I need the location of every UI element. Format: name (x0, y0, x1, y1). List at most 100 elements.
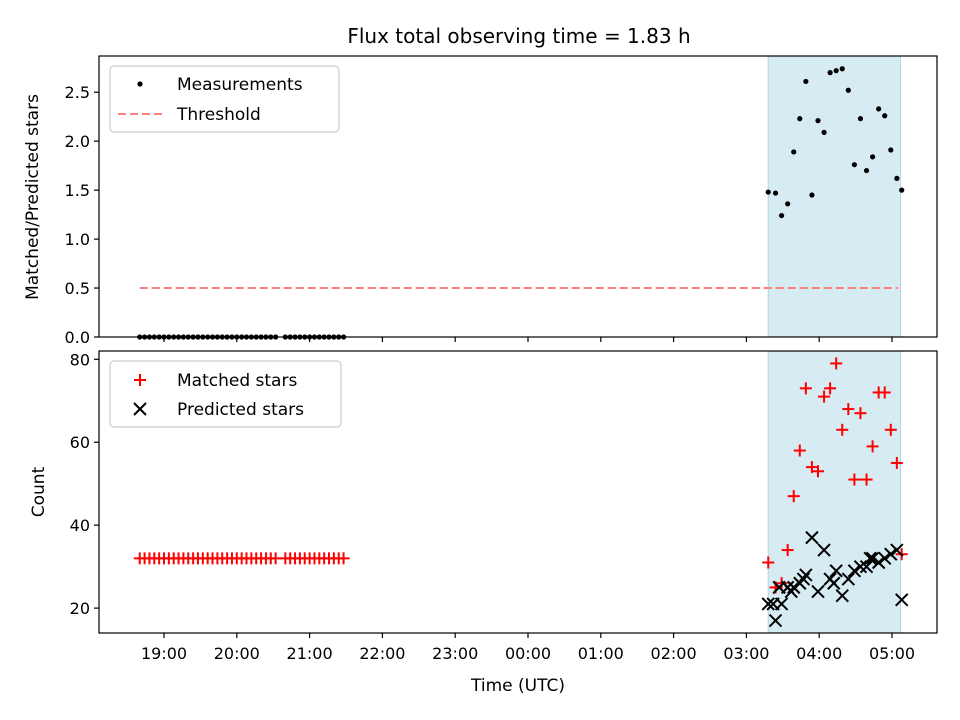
measurement-point (785, 201, 791, 207)
legend-label-predicted: Predicted stars (177, 400, 304, 420)
legend-marker-measurements (137, 81, 143, 87)
predicted-star-marker (859, 559, 874, 574)
predicted-star-marker (884, 547, 898, 561)
measurement-point (797, 116, 803, 122)
matched-star-marker (805, 461, 818, 474)
top-legend: Measurements Threshold (109, 65, 340, 133)
matched-star-marker (830, 357, 843, 370)
matched-star-marker (824, 382, 837, 395)
measurement-point (863, 167, 870, 174)
x-tick-label: 01:00 (578, 644, 624, 663)
predicted-star-marker (817, 543, 831, 557)
bottom-y-tick-label: 60 (70, 433, 90, 452)
top-y-tick-label: 1.0 (65, 230, 90, 249)
matched-star-marker (890, 456, 903, 469)
x-tick-label: 22:00 (359, 644, 405, 663)
predicted-star-marker (805, 530, 819, 545)
top-y-axis: 0.0 0.5 1.0 1.5 2.0 2.5 (65, 83, 99, 347)
measurement-point (894, 175, 900, 181)
predicted-star-marker (829, 564, 843, 578)
bottom-y-axis-label: Count (29, 466, 49, 517)
measurement-point (857, 116, 864, 122)
predicted-star-marker (871, 555, 886, 570)
x-tick-label: 05:00 (869, 644, 915, 663)
matched-star-marker (860, 473, 873, 486)
matched-star-marker (842, 403, 855, 416)
top-y-tick-label: 2.0 (65, 132, 90, 151)
bottom-plot-frame (98, 350, 938, 634)
measurement-point (821, 129, 827, 135)
predicted-star-marker (766, 597, 780, 611)
measurement-point (899, 187, 905, 193)
predicted-star-marker (835, 588, 849, 603)
top-y-tick-label: 2.5 (65, 83, 90, 102)
predicted-star-marker (811, 584, 825, 599)
top-panel: 0.0 0.5 1.0 1.5 2.0 2.5 Matched/Predicted sta… (23, 55, 938, 347)
measurement-point (791, 149, 797, 155)
predicted-star-marker (878, 551, 892, 566)
predicted-star-marker (768, 613, 783, 628)
predicted-star-marker (784, 584, 799, 599)
bottom-legend: Matched stars Predicted stars (109, 360, 342, 428)
measurement-point (827, 70, 833, 76)
predicted-star-marker (865, 551, 880, 566)
top-shaded-region (767, 55, 901, 338)
x-tick-label: 23:00 (432, 644, 478, 663)
predicted-star-marker (863, 551, 877, 566)
matched-star-marker (781, 544, 794, 557)
matched-star-marker (866, 440, 879, 453)
matched-star-marker (818, 390, 831, 403)
matched-star-marker (762, 556, 775, 569)
x-tick-label: 21:00 (287, 644, 333, 663)
bottom-y-tick-label: 80 (70, 350, 90, 369)
x-axis-label: Time (UTC) (470, 676, 565, 696)
predicted-star-marker (847, 564, 862, 578)
x-tick-label: 03:00 (723, 644, 769, 663)
matched-star-marker (811, 465, 824, 478)
matched-star-marker (793, 444, 806, 457)
bottom-y-tick-label: 20 (70, 599, 90, 618)
matched-star-marker (337, 552, 350, 565)
predicted-star-marker (890, 543, 904, 557)
bottom-y-axis: 20 40 60 80 (70, 350, 99, 618)
top-y-axis-label: Matched/Predicted stars (23, 94, 43, 300)
legend-marker-matched (134, 374, 146, 386)
legend-label-matched: Matched stars (177, 371, 297, 391)
predicted-star-marker (761, 597, 775, 611)
count-points (133, 357, 909, 628)
measurement-point (815, 118, 821, 124)
measurement-point (888, 147, 894, 153)
matched-star-marker (787, 490, 800, 503)
predicted-star-marker (894, 593, 909, 607)
top-y-tick-label: 0.0 (65, 328, 90, 347)
matched-star-marker (775, 577, 788, 590)
measurement-point (845, 87, 851, 93)
legend-label-measurements: Measurements (177, 75, 303, 95)
top-legend-box (109, 65, 340, 133)
top-plot-frame (98, 55, 938, 338)
measurement-point (778, 212, 785, 219)
top-x-ticks (163, 337, 893, 342)
chart-title: Flux total observing time = 1.83 h (347, 24, 690, 48)
x-axis: 19:00 20:00 21:00 22:00 23:00 00:00 01:00 02:00… (141, 633, 915, 663)
predicted-star-marker (827, 576, 841, 590)
x-tick-label: 02:00 (651, 644, 697, 663)
matched-star-marker (884, 423, 897, 436)
bottom-legend-box (109, 360, 342, 428)
predicted-star-marker (796, 572, 811, 586)
measurement-point (809, 192, 815, 198)
matched-star-marker (848, 473, 861, 486)
measurement-point (839, 66, 845, 72)
measurement-point (876, 106, 882, 112)
x-tick-label: 20:00 (214, 644, 260, 663)
predicted-star-marker (772, 580, 786, 595)
measurement-point (869, 154, 876, 160)
measurement-point (833, 68, 839, 74)
measurement-point (765, 189, 771, 195)
matched-star-marker (878, 386, 891, 399)
x-tick-label: 00:00 (505, 644, 551, 663)
measurement-point (803, 78, 809, 85)
measurement-point (772, 190, 779, 196)
x-tick-label: 04:00 (796, 644, 842, 663)
